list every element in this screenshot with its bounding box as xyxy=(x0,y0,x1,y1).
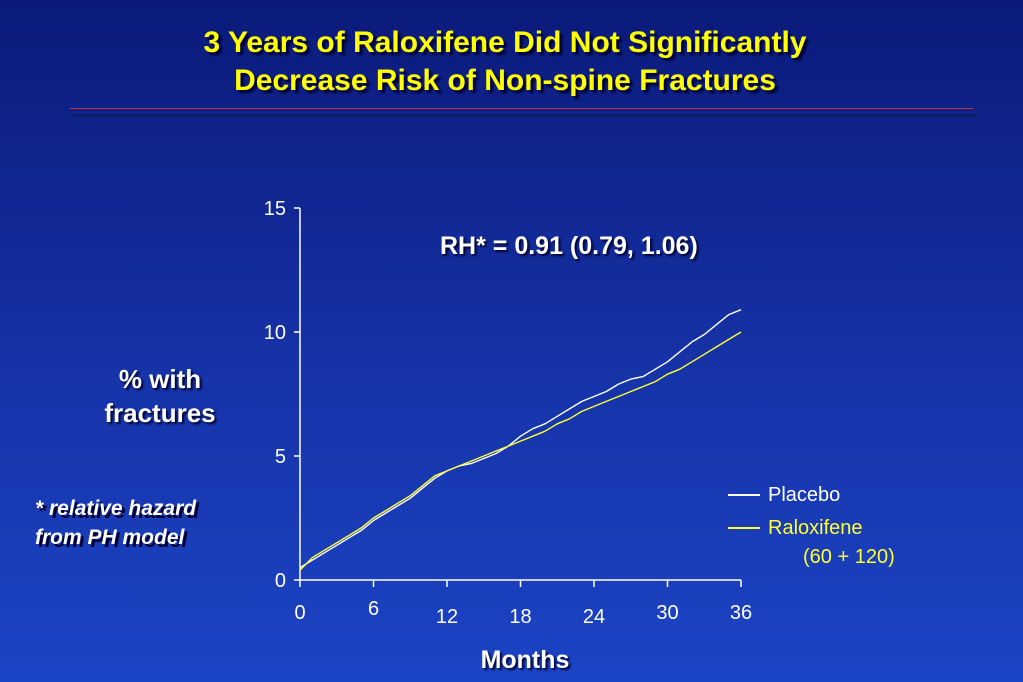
legend-swatch-placebo xyxy=(728,494,760,496)
y-axis-title: % with fractures xyxy=(70,362,250,430)
title-underline-shadow xyxy=(72,114,977,117)
y-tick-label: 5 xyxy=(275,446,286,468)
x-tick-label: 0 xyxy=(294,602,305,624)
y-axis-title-line1: % with xyxy=(118,364,202,394)
relative-hazard-annotation: RH* = 0.91 (0.79, 1.06) xyxy=(440,232,698,260)
x-tick-label: 24 xyxy=(583,606,605,628)
title-underline xyxy=(70,108,973,109)
legend-label-raloxifene: Raloxifene xyxy=(768,517,863,539)
legend-swatch-raloxifene xyxy=(728,527,760,529)
footnote-line2: from PH model xyxy=(35,526,185,549)
x-tick-label: 30 xyxy=(656,602,678,624)
slide-title-line1: 3 Years of Raloxifene Did Not Significan… xyxy=(203,26,807,59)
slide-title: 3 Years of Raloxifene Did Not Significan… xyxy=(0,24,1010,100)
footnote: * relative hazard from PH model xyxy=(35,494,265,552)
y-tick-label: 0 xyxy=(275,570,286,592)
x-tick-label: 18 xyxy=(509,606,531,628)
series-line-placebo xyxy=(299,309,742,569)
legend-label-placebo: Placebo xyxy=(768,484,841,506)
y-tick-label: 15 xyxy=(264,198,286,220)
series-line-raloxifene xyxy=(299,331,742,571)
y-tick-label: 10 xyxy=(264,322,286,344)
x-tick-label: 36 xyxy=(730,602,752,624)
slide-title-line2: Decrease Risk of Non-spine Fractures xyxy=(234,64,776,97)
x-axis-title: Months xyxy=(480,646,570,674)
footnote-line1: * relative hazard xyxy=(35,497,197,520)
legend-sublabel-raloxifene: (60 + 120) xyxy=(803,546,895,568)
y-axis-title-line2: fractures xyxy=(104,398,216,428)
x-tick-label: 12 xyxy=(436,606,458,628)
x-tick-label: 6 xyxy=(368,598,379,620)
